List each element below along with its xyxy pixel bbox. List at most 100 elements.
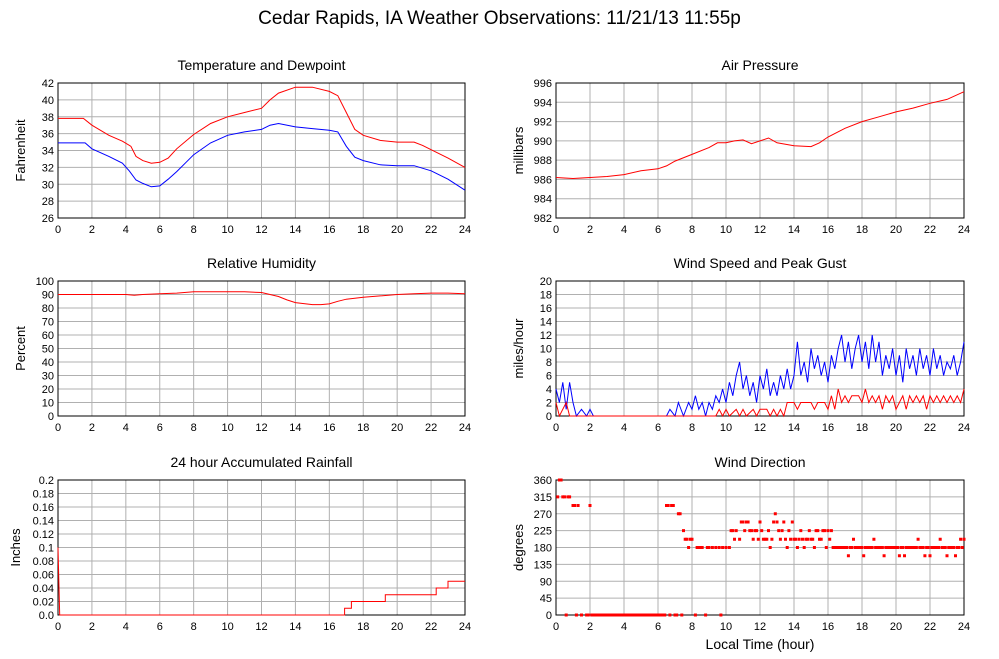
direction-point: [884, 546, 888, 549]
humidity-ytick-label: 100: [36, 276, 54, 288]
direction-point: [857, 546, 861, 549]
direction-point: [877, 546, 881, 549]
direction-point: [843, 546, 847, 549]
direction-point: [778, 537, 782, 541]
direction-point: [853, 546, 857, 549]
direction-point: [624, 613, 628, 617]
direction-point: [600, 613, 604, 617]
rain-ytick-label: 0.16: [33, 502, 54, 514]
direction-point: [615, 613, 619, 617]
direction-point: [658, 613, 662, 617]
direction-point: [797, 537, 801, 541]
direction-point: [811, 537, 815, 541]
direction-ylabel: degrees: [511, 524, 526, 571]
wind-ytick-label: 14: [540, 317, 552, 329]
humidity-ytick-label: 70: [42, 317, 54, 329]
direction-point: [641, 613, 645, 617]
direction-point: [566, 495, 570, 499]
direction-point: [948, 546, 952, 549]
direction-xtick-label: 14: [788, 621, 800, 633]
direction-point: [913, 546, 917, 549]
rain-ytick-label: 0.12: [33, 529, 54, 541]
pressure-xtick-label: 12: [754, 224, 766, 236]
direction-point: [733, 537, 736, 541]
direction-point: [818, 537, 821, 541]
direction-point: [714, 546, 718, 549]
direction-point: [806, 537, 810, 541]
direction-point: [875, 546, 879, 549]
wind-xtick-label: 16: [822, 422, 834, 434]
direction-point: [879, 546, 883, 549]
direction-point: [923, 554, 927, 558]
rain-ytick-label: 0.06: [33, 570, 54, 582]
wind-xtick-label: 12: [754, 422, 766, 434]
wind-ytick-label: 4: [546, 384, 552, 396]
direction-point: [960, 546, 964, 549]
direction-point: [848, 546, 852, 549]
direction-point: [804, 537, 808, 541]
direction-point: [756, 537, 760, 541]
direction-point: [695, 546, 699, 549]
direction-point: [556, 495, 560, 499]
humidity-xtick-label: 0: [55, 422, 61, 434]
direction-point: [595, 613, 599, 617]
direction-xtick-label: 20: [890, 621, 902, 633]
humidity-xtick-label: 4: [123, 422, 129, 434]
direction-point: [795, 546, 799, 549]
direction-point: [937, 546, 940, 549]
pressure-ylabel: millibars: [511, 126, 526, 174]
temp-xtick-label: 8: [191, 224, 197, 236]
wind-xtick-label: 24: [958, 422, 970, 434]
temp-xtick-label: 10: [221, 224, 233, 236]
wind-xtick-label: 14: [788, 422, 800, 434]
direction-ytick-label: 270: [534, 509, 552, 521]
temp-ytick-label: 34: [42, 146, 54, 158]
direction-point: [675, 613, 679, 617]
direction-ytick-label: 180: [534, 543, 552, 555]
direction-point: [894, 546, 898, 549]
direction-point: [794, 537, 798, 541]
direction-point: [751, 537, 755, 541]
pressure-xtick-label: 16: [822, 224, 834, 236]
direction-point: [704, 613, 708, 617]
direction-point: [648, 613, 651, 617]
direction-point: [559, 478, 563, 482]
temp-title: Temperature and Dewpoint: [177, 57, 345, 73]
direction-point: [564, 613, 568, 617]
direction-point: [697, 546, 701, 549]
wind-ytick-label: 12: [540, 330, 552, 342]
direction-point: [814, 529, 818, 533]
direction-point: [930, 546, 934, 549]
direction-point: [634, 613, 638, 617]
direction-point: [914, 546, 918, 549]
humidity-ytick-label: 40: [42, 357, 54, 369]
direction-point: [690, 537, 694, 541]
direction-point: [768, 546, 772, 549]
direction-point: [563, 495, 566, 499]
direction-ytick-label: 0: [546, 610, 552, 622]
humidity-xtick-label: 12: [255, 422, 267, 434]
temp-xtick-label: 14: [289, 224, 301, 236]
direction-point: [863, 546, 867, 549]
humidity-ytick-label: 50: [42, 344, 54, 356]
direction-point: [903, 554, 906, 558]
pressure-xtick-label: 4: [621, 224, 627, 236]
direction-point: [602, 613, 606, 617]
page-title: Cedar Rapids, IA Weather Observations: 1…: [258, 8, 741, 29]
wind-ylabel: miles/hour: [511, 318, 526, 379]
humidity-ytick-label: 0: [48, 411, 54, 423]
pressure-ytick-label: 996: [534, 78, 552, 90]
rain-ytick-label: 0.0: [39, 610, 54, 622]
pressure-ytick-label: 994: [534, 97, 552, 109]
humidity-ytick-label: 60: [42, 330, 54, 342]
direction-point: [887, 546, 891, 549]
wind-ytick-label: 2: [546, 398, 552, 410]
direction-point: [744, 520, 748, 524]
rain-ytick-label: 0.02: [33, 597, 54, 609]
direction-point: [743, 529, 747, 533]
direction-point: [680, 613, 684, 617]
direction-point: [678, 512, 682, 516]
direction-xtick-label: 24: [958, 621, 970, 633]
direction-point: [693, 613, 697, 617]
